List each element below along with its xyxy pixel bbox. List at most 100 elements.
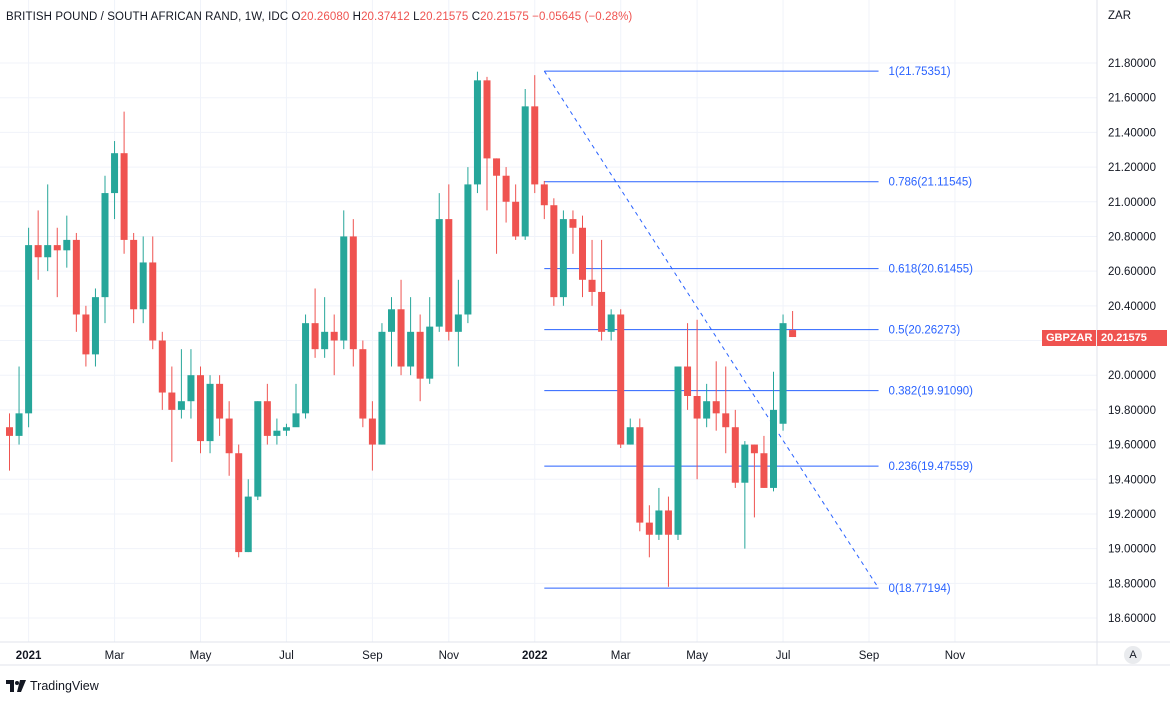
candle	[292, 383, 300, 428]
candle-body	[177, 401, 185, 410]
candle-body	[731, 427, 739, 483]
time-tick-label: Sep	[859, 650, 879, 662]
candle-body	[330, 331, 338, 341]
fib-trend-line[interactable]	[543, 70, 879, 589]
candle-body	[206, 383, 214, 442]
candle-body	[235, 453, 243, 553]
ohlc-close-label: C	[471, 11, 481, 23]
candle-body	[674, 366, 682, 535]
auto-scale-button[interactable]: A	[1124, 646, 1142, 664]
candle-body	[321, 331, 329, 350]
candle	[216, 375, 224, 436]
fib-level-label: 0(18.77194)	[889, 583, 951, 595]
candle	[550, 198, 558, 306]
price-tick-label: 21.40000	[1108, 127, 1156, 139]
candlestick-series	[6, 71, 797, 587]
candle-body	[693, 396, 701, 419]
candle-body	[617, 314, 625, 445]
candle-body	[197, 375, 204, 442]
price-tick-label: 19.20000	[1108, 509, 1156, 521]
time-tick-label: May	[686, 650, 708, 662]
candle	[206, 375, 214, 454]
time-axis[interactable]: 2021 Mar May Jul Sep Nov 2022 Mar May Jul Sep Nov	[16, 650, 966, 662]
ticker-tag: GBPZAR	[1042, 329, 1097, 346]
candle-body	[626, 427, 634, 445]
candle	[598, 239, 606, 341]
time-tick-label: Nov	[439, 650, 460, 662]
candle	[722, 366, 730, 454]
price-tick-label: 18.60000	[1108, 613, 1156, 625]
candle-body	[225, 418, 233, 454]
candle	[712, 361, 720, 431]
candle	[6, 413, 13, 471]
candle	[684, 323, 692, 410]
candle-body	[349, 236, 357, 350]
candle-body	[368, 418, 376, 445]
candle	[340, 210, 348, 350]
candle	[617, 309, 625, 449]
symbol-title: BRITISH POUND / SOUTH AFRICAN RAND, 1W, …	[6, 11, 289, 23]
candle-body	[684, 366, 692, 396]
candle	[91, 288, 99, 367]
candle-body	[598, 291, 606, 332]
candle	[63, 215, 71, 268]
candle-body	[712, 401, 720, 414]
candle-body	[168, 392, 176, 410]
candle	[111, 141, 119, 220]
candle	[502, 167, 510, 223]
candle	[177, 349, 185, 419]
last-price-tag: 20.21575	[1097, 329, 1167, 346]
candle	[15, 366, 23, 445]
time-tick-label: Nov	[945, 650, 966, 662]
candle-body	[359, 349, 367, 419]
candle	[559, 210, 567, 306]
fib-level-label: 0.382(19.91090)	[889, 386, 974, 398]
candle	[464, 167, 472, 324]
candle	[664, 496, 672, 587]
candle	[579, 215, 586, 298]
candle-body	[636, 427, 644, 523]
time-tick-label: May	[190, 650, 212, 662]
candle-body	[579, 227, 586, 280]
ohlc-open-label: O	[291, 11, 301, 23]
candle	[760, 435, 768, 488]
candle-body	[607, 314, 615, 332]
candle	[235, 444, 243, 558]
fibonacci-retracement[interactable]: 1(21.75351) 0.786(21.11545) 0.618(20.61455…	[543, 66, 974, 595]
tradingview-branding[interactable]: TradingView	[6, 679, 99, 693]
candle-body	[82, 314, 90, 355]
candle-body	[282, 427, 290, 431]
candle-body	[187, 375, 195, 402]
price-tick-label: 21.60000	[1108, 93, 1156, 105]
candle-body	[72, 239, 80, 315]
candle-body	[473, 80, 481, 185]
price-tick-label: 20.40000	[1108, 301, 1156, 313]
candle-body	[130, 239, 138, 310]
currency-label: ZAR	[1108, 10, 1131, 22]
candle-body	[454, 314, 462, 332]
candle	[197, 366, 204, 454]
candle-body	[502, 175, 510, 202]
candle	[368, 401, 376, 471]
candle	[72, 232, 80, 332]
candle-body	[15, 413, 23, 436]
candle	[770, 371, 777, 492]
candle	[473, 71, 481, 194]
candle	[435, 193, 443, 332]
candle	[263, 383, 271, 445]
candle	[607, 309, 615, 341]
price-tick-label: 20.60000	[1108, 266, 1156, 278]
candle	[378, 323, 386, 445]
candle	[407, 297, 415, 376]
candle	[158, 331, 166, 410]
candle	[34, 210, 42, 280]
candle-body	[6, 427, 13, 436]
candle	[512, 184, 520, 240]
candle	[311, 288, 319, 358]
candle	[330, 314, 338, 376]
candle-body	[588, 279, 596, 292]
ohlc-close: 20.21575	[480, 11, 529, 23]
candle	[655, 487, 663, 540]
candle	[588, 239, 596, 306]
